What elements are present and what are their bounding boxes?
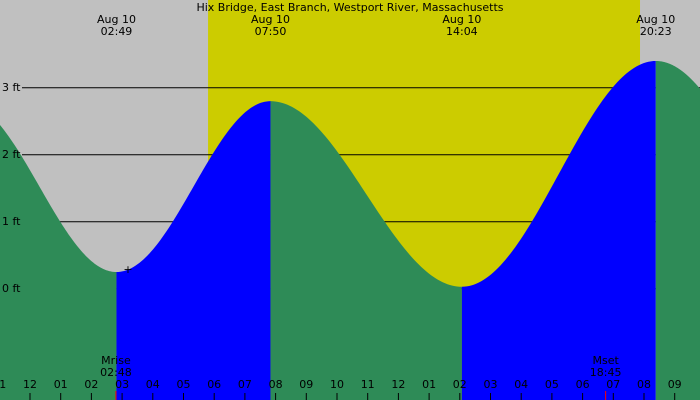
y-tick-label: 0 ft [2, 282, 21, 295]
x-tick-label: 10 [330, 378, 344, 391]
x-tick-label: 01 [54, 378, 68, 391]
y-tick-label: 3 ft [2, 81, 21, 94]
extreme-date: Aug 10 [251, 13, 290, 26]
moon-time: 02:48 [100, 366, 132, 379]
falling-tide [655, 60, 700, 400]
x-tick-label: 09 [299, 378, 313, 391]
x-tick-label: 03 [115, 378, 129, 391]
x-tick-label: 05 [176, 378, 190, 391]
x-tick-label: 12 [23, 378, 37, 391]
x-tick-label: 12 [391, 378, 405, 391]
x-tick-label: 08 [269, 378, 283, 391]
extreme-time: 07:50 [255, 25, 287, 38]
y-tick-label: 2 ft [2, 148, 21, 161]
chart-title: Hix Bridge, East Branch, Westport River,… [196, 1, 503, 14]
y-tick-label: 1 ft [2, 215, 21, 228]
x-tick-label: 05 [545, 378, 559, 391]
x-tick-label: 07 [606, 378, 620, 391]
falling-tide [270, 101, 462, 400]
x-tick-label: 03 [484, 378, 498, 391]
x-tick-label: 07 [238, 378, 252, 391]
extreme-time: 02:49 [101, 25, 133, 38]
x-tick-label: 08 [637, 378, 651, 391]
moon-label: Mset [592, 354, 619, 367]
x-tick-label: 01 [422, 378, 436, 391]
extreme-date: Aug 10 [636, 13, 675, 26]
x-tick-label: 06 [207, 378, 221, 391]
moon-label: Mrise [101, 354, 131, 367]
extreme-time: 14:04 [446, 25, 478, 38]
x-tick-label: 02 [453, 378, 467, 391]
x-tick-label: 04 [146, 378, 160, 391]
x-tick-label: 06 [576, 378, 590, 391]
x-tick-label: 11 [361, 378, 375, 391]
x-tick-label: 09 [668, 378, 682, 391]
falling-tide [0, 125, 117, 400]
rising-tide [461, 60, 656, 400]
x-tick-label: 04 [514, 378, 528, 391]
extreme-time: 20:23 [640, 25, 672, 38]
marker: + [123, 263, 132, 276]
x-tick-label: 11 [0, 378, 6, 391]
extreme-date: Aug 10 [97, 13, 136, 26]
extreme-date: Aug 10 [442, 13, 481, 26]
moon-time: 18:45 [590, 366, 622, 379]
rising-tide [116, 101, 271, 400]
x-tick-label: 02 [84, 378, 98, 391]
